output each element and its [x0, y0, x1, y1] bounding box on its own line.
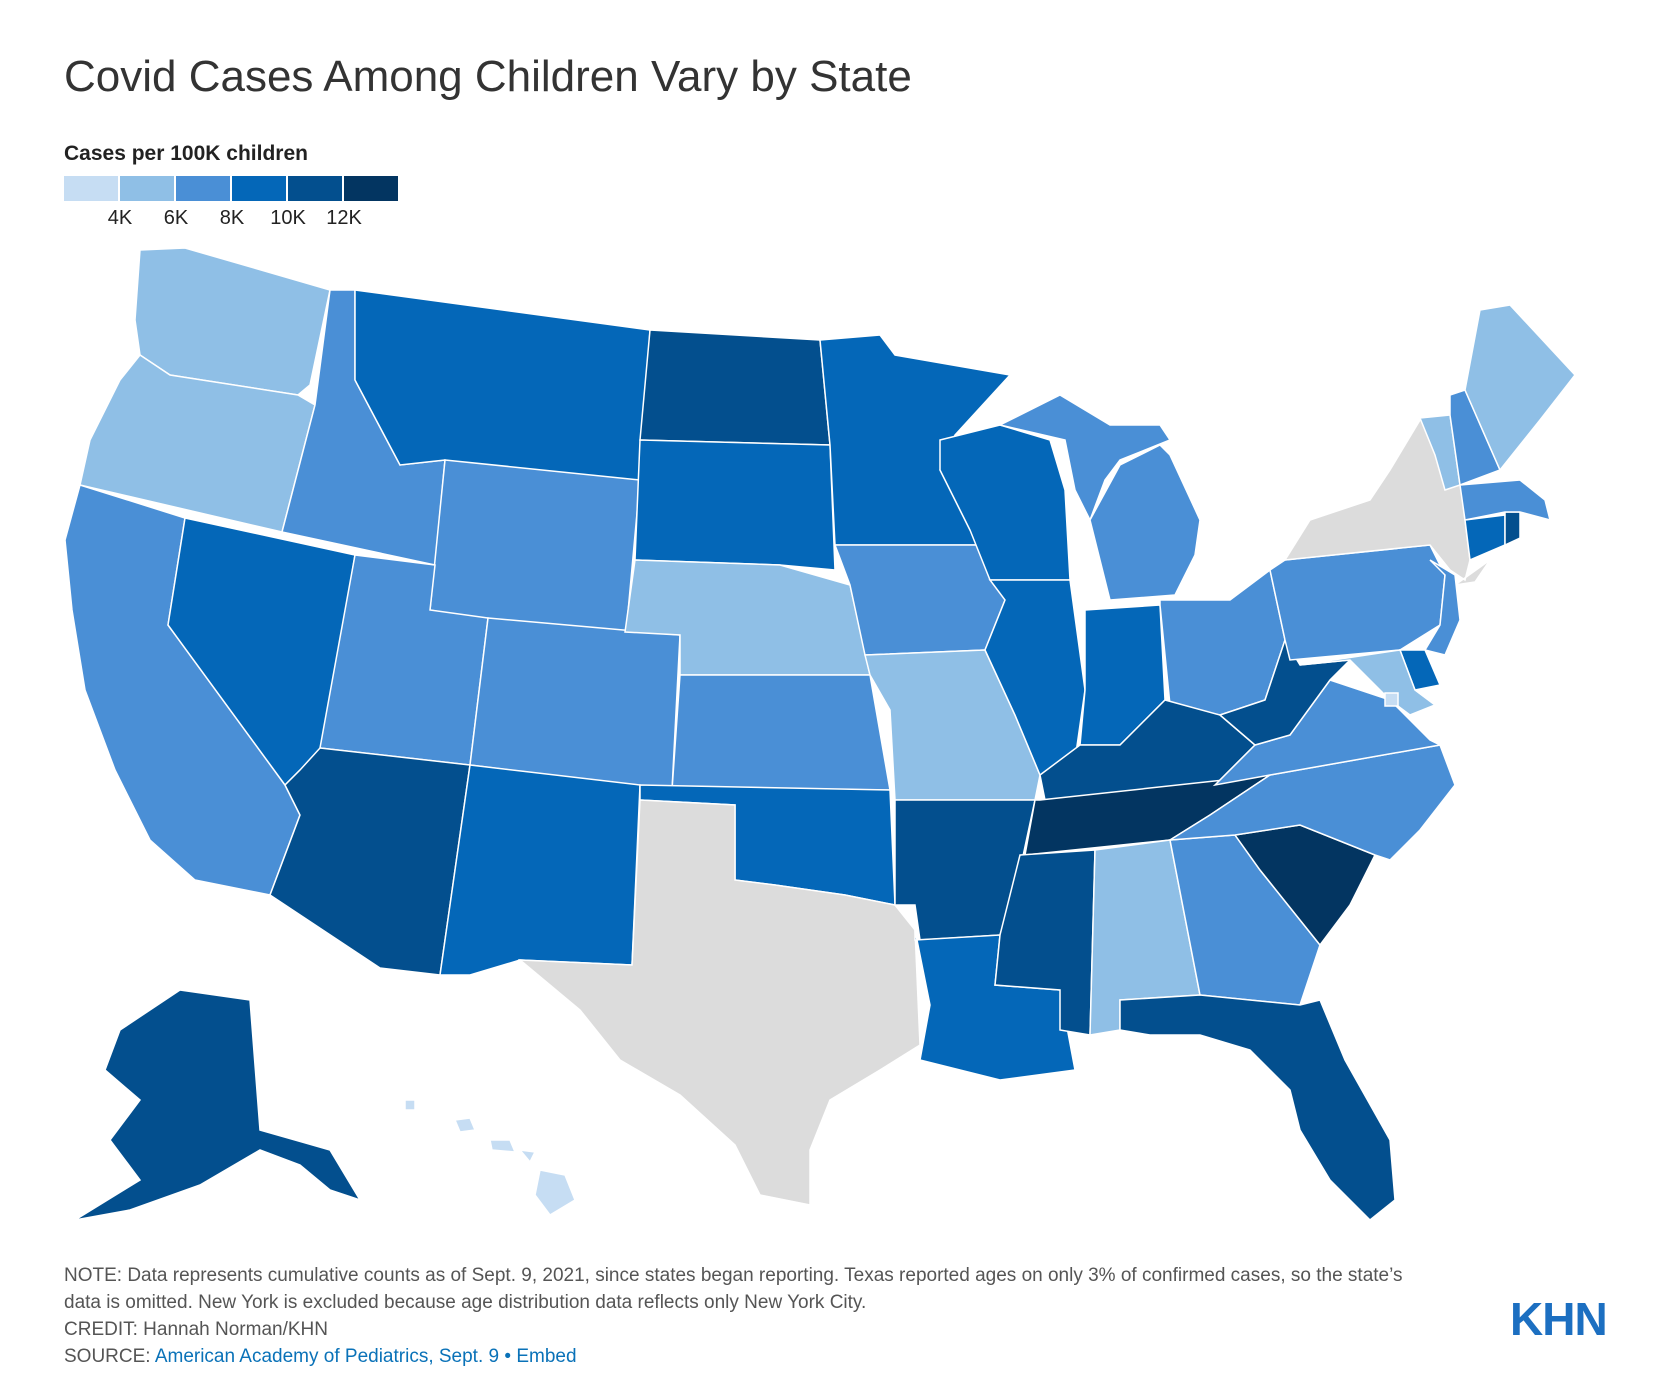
state-NJ[interactable] — [1423, 559, 1461, 656]
state-CO[interactable] — [469, 617, 681, 791]
legend-title: Cases per 100K children — [64, 142, 308, 165]
note-text: NOTE: Data represents cumulative counts … — [64, 1265, 1403, 1313]
legend-swatch — [344, 176, 398, 201]
embed-link[interactable]: Embed — [516, 1346, 577, 1367]
state-DC[interactable] — [1384, 692, 1399, 707]
chart-title: Covid Cases Among Children Vary by State — [64, 52, 912, 101]
credit-text: CREDIT: Hannah Norman/KHN — [64, 1319, 328, 1340]
state-OH[interactable] — [1159, 568, 1286, 716]
separator: • — [504, 1346, 512, 1367]
state-HI[interactable] — [404, 1099, 576, 1216]
khn-logo: KHN — [1510, 1293, 1608, 1345]
legend: Cases per 100K children 4K 6K 8K 10K 12K — [64, 142, 398, 237]
source-link[interactable]: American Academy of Pediatrics, Sept. 9 — [154, 1346, 500, 1367]
legend-swatch — [232, 176, 286, 201]
state-MI[interactable] — [997, 394, 1201, 601]
legend-tick: 6K — [163, 207, 189, 229]
state-PA[interactable] — [1269, 544, 1446, 661]
state-NH[interactable] — [1449, 389, 1502, 487]
state-VT[interactable] — [1418, 414, 1461, 491]
legend-swatch — [120, 176, 174, 201]
us-choropleth-map — [64, 247, 1576, 1222]
state-ND[interactable] — [639, 329, 831, 446]
state-CT[interactable] — [1464, 514, 1506, 562]
state-RI[interactable] — [1504, 511, 1521, 547]
legend-tick: 8K — [219, 207, 245, 229]
state-ME[interactable] — [1464, 304, 1576, 472]
legend-swatch — [288, 176, 342, 201]
legend-ticks: 4K 6K 8K 10K 12K — [64, 207, 398, 237]
footnote: NOTE: Data represents cumulative counts … — [64, 1262, 1424, 1370]
state-SD[interactable] — [634, 439, 836, 571]
state-AZ[interactable] — [269, 747, 471, 976]
legend-tick: 12K — [326, 207, 362, 229]
legend-swatches — [64, 176, 398, 201]
state-NM[interactable] — [439, 764, 641, 976]
legend-swatch — [176, 176, 230, 201]
state-MA[interactable] — [1459, 479, 1552, 522]
legend-swatch — [64, 176, 118, 201]
state-MD[interactable] — [1299, 649, 1437, 716]
state-AK[interactable] — [74, 989, 362, 1221]
legend-tick: 10K — [270, 207, 306, 229]
state-FL[interactable] — [1119, 994, 1396, 1222]
state-TX[interactable] — [517, 799, 921, 1206]
source-line: SOURCE: American Academy of Pediatrics, … — [64, 1343, 1424, 1370]
state-KS[interactable] — [671, 674, 891, 791]
legend-tick: 4K — [107, 207, 133, 229]
source-label: SOURCE: — [64, 1346, 151, 1367]
